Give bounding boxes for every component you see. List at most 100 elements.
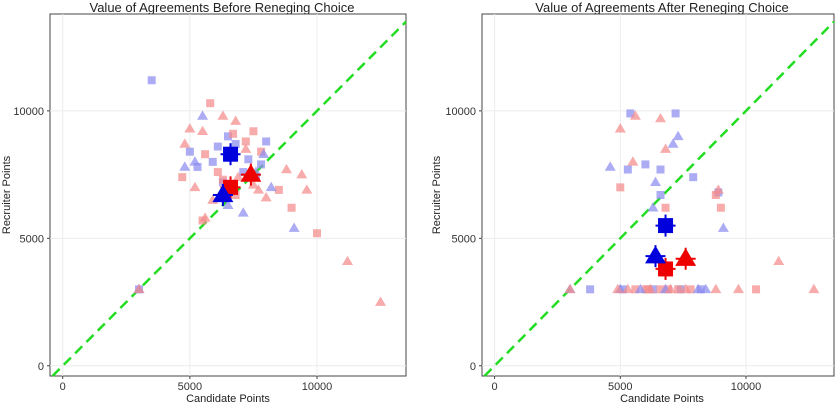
chart-title-after: Value of Agreements After Reneging Choic… bbox=[535, 0, 788, 15]
point-light_blue-square-1 bbox=[671, 109, 680, 118]
point-light_red-triangle-14 bbox=[296, 169, 308, 179]
point-light_blue-triangle-10 bbox=[700, 283, 712, 294]
point-light_red-square-0 bbox=[616, 183, 625, 192]
point-light_red-square-8 bbox=[686, 285, 695, 294]
x-axis-title-after: Candidate Points bbox=[620, 393, 704, 404]
point-light_blue-triangle-1 bbox=[672, 130, 684, 141]
point-light_blue-square-0 bbox=[626, 109, 635, 118]
point-light_red-triangle-9 bbox=[665, 283, 677, 294]
point-light_blue-square-4 bbox=[213, 142, 222, 151]
point-light_red-triangle-4 bbox=[660, 143, 672, 153]
point-light_red-triangle-0 bbox=[179, 138, 191, 148]
grid-before bbox=[50, 14, 406, 376]
point-light_blue-triangle-4 bbox=[237, 207, 249, 217]
point-red-triangle-mean-0 bbox=[675, 248, 697, 266]
point-light_red-square-12 bbox=[201, 150, 210, 159]
points-after bbox=[564, 109, 820, 294]
point-light_blue-triangle-8 bbox=[288, 222, 300, 232]
point-light_red-square-4 bbox=[631, 285, 640, 294]
point-light_blue-triangle-2 bbox=[197, 110, 209, 120]
point-light_blue-triangle-3 bbox=[222, 199, 234, 209]
point-light_red-square-9 bbox=[287, 203, 296, 212]
panel-before: Value of Agreements Before Reneging Choi… bbox=[1, 0, 407, 405]
point-light_red-triangle-6 bbox=[612, 283, 624, 294]
point-light_red-triangle-10 bbox=[680, 283, 692, 294]
point-light_red-triangle-17 bbox=[375, 296, 387, 306]
point-light_red-square-10 bbox=[313, 229, 321, 238]
point-light_blue-triangle-0 bbox=[604, 161, 616, 171]
x-tick-label-2: 10000 bbox=[302, 381, 333, 393]
point-light_red-triangle-8 bbox=[644, 283, 656, 294]
point-light_red-triangle-16 bbox=[342, 255, 354, 266]
y-tick-label-2: 10000 bbox=[13, 106, 44, 118]
point-light_blue-triangle-6 bbox=[258, 148, 270, 158]
point-light_blue-square-7 bbox=[656, 191, 665, 199]
point-blue-triangle-mean-0 bbox=[212, 184, 234, 203]
point-light_red-triangle-1 bbox=[184, 123, 196, 133]
y-axis-title-before: Recruiter Points bbox=[1, 155, 13, 234]
point-blue-square-mean-0 bbox=[658, 218, 674, 234]
x-tick-label-1: 5000 bbox=[178, 381, 202, 393]
point-light_blue-square-11 bbox=[231, 140, 240, 149]
point-light_blue-square-8 bbox=[586, 285, 595, 294]
points-before bbox=[133, 76, 387, 306]
reference-line-before bbox=[51, 20, 407, 377]
point-light_red-triangle-12 bbox=[732, 283, 744, 294]
point-light_red-square-11 bbox=[178, 173, 187, 182]
point-light_red-triangle-13 bbox=[773, 255, 785, 266]
point-light_red-square-6 bbox=[249, 127, 258, 136]
point-light_red-square-7 bbox=[674, 285, 683, 294]
point-blue-triangle-mean-0 bbox=[645, 245, 666, 264]
point-light_red-triangle-5 bbox=[712, 184, 724, 194]
point-light_red-triangle-11 bbox=[253, 184, 265, 194]
point-light_blue-triangle-4 bbox=[647, 202, 659, 212]
point-light_blue-triangle-5 bbox=[717, 222, 729, 232]
point-light_blue-triangle-7 bbox=[634, 283, 646, 294]
point-light_red-square-3 bbox=[229, 129, 238, 138]
point-light_blue-square-3 bbox=[641, 160, 650, 169]
point-light_red-square-11 bbox=[656, 285, 665, 294]
y-axis-title-after: Recruiter Points bbox=[431, 155, 443, 234]
point-light_red-square-2 bbox=[711, 191, 720, 199]
point-light_blue-square-2 bbox=[193, 162, 202, 171]
point-light_blue-square-3 bbox=[208, 157, 217, 166]
point-light_blue-square-2 bbox=[623, 165, 632, 174]
point-light_red-triangle-3 bbox=[189, 181, 201, 192]
point-light_red-triangle-9 bbox=[240, 143, 252, 153]
point-light_blue-square-6 bbox=[239, 168, 248, 177]
point-light_red-triangle-15 bbox=[301, 184, 313, 194]
means-after bbox=[645, 214, 697, 280]
point-light_red-triangle-15 bbox=[564, 283, 576, 294]
point-blue-square-mean-0 bbox=[223, 146, 239, 162]
point-light_blue-square-0 bbox=[147, 76, 156, 85]
point-light_blue-triangle-2 bbox=[667, 138, 679, 148]
grid-after bbox=[482, 14, 834, 376]
point-light_blue-triangle-3 bbox=[649, 176, 661, 187]
point-light_blue-square-7 bbox=[244, 155, 253, 164]
point-red-square-mean-0 bbox=[658, 261, 674, 277]
point-light_blue-square-4 bbox=[656, 165, 665, 174]
point-light_blue-square-1 bbox=[185, 147, 194, 156]
point-light_red-triangle-6 bbox=[217, 110, 229, 120]
point-light_red-triangle-2 bbox=[655, 112, 667, 123]
point-light_red-square-7 bbox=[257, 147, 266, 156]
x-ticks-before: 0 5000 10000 bbox=[60, 376, 333, 393]
point-light_red-triangle-11 bbox=[710, 283, 722, 294]
y-tick-label-2: 10000 bbox=[445, 106, 476, 118]
point-light_red-triangle-7 bbox=[622, 283, 634, 294]
point-light_red-triangle-8 bbox=[232, 171, 244, 181]
x-ticks-after: 0 5000 10000 bbox=[492, 376, 762, 393]
x-tick-label-0: 0 bbox=[60, 381, 66, 393]
point-light_red-square-1 bbox=[661, 203, 670, 212]
x-tick-label-2: 10000 bbox=[731, 381, 762, 393]
point-light_red-square-0 bbox=[206, 99, 215, 108]
point-light_red-square-10 bbox=[641, 285, 650, 294]
point-light_red-triangle-4 bbox=[199, 212, 211, 222]
point-light_blue-triangle-9 bbox=[692, 283, 704, 294]
y-tick-label-1: 5000 bbox=[20, 233, 44, 245]
y-ticks-after: 0 5000 10000 bbox=[445, 106, 482, 373]
point-light_red-square-3 bbox=[716, 203, 725, 212]
point-light_blue-square-10 bbox=[224, 132, 232, 141]
